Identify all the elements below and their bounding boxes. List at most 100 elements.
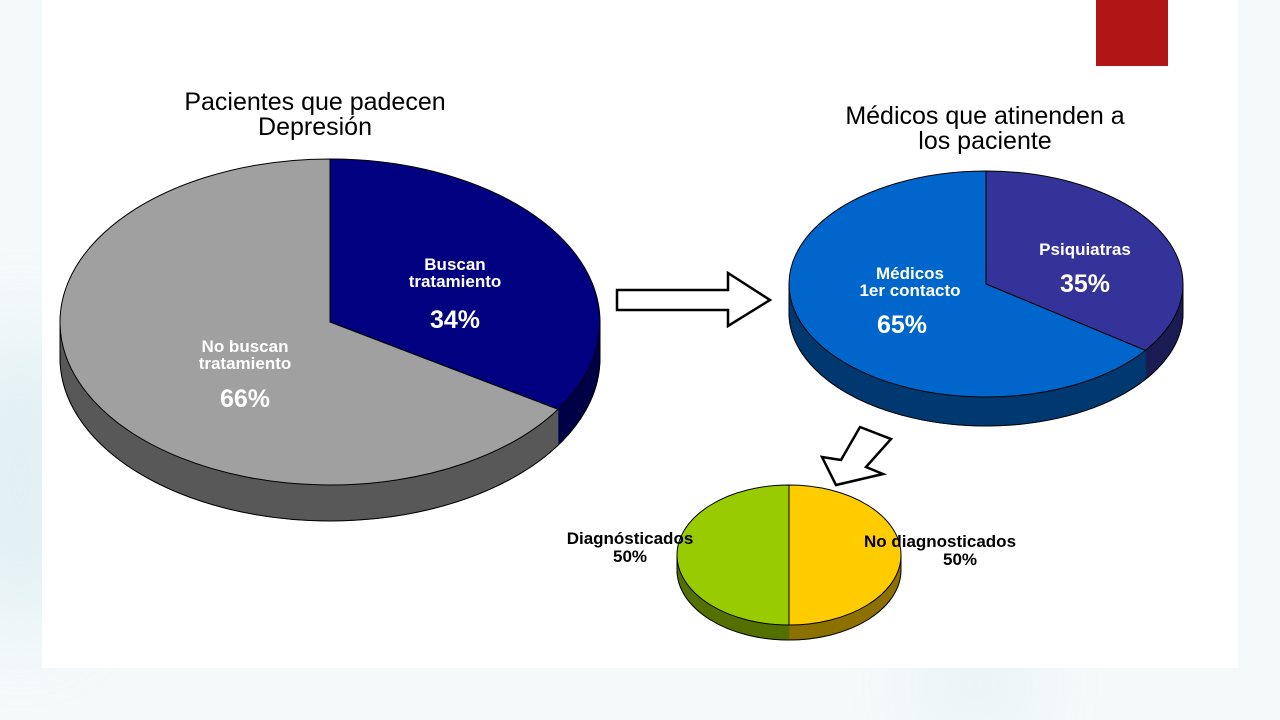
slice-side-medicos bbox=[893, 383, 904, 416]
slice-side-diagnosticados bbox=[700, 597, 705, 617]
flow-arrows bbox=[615, 270, 894, 487]
slice-side-medicos bbox=[990, 396, 1002, 427]
pie1-title: Pacientes que padecen Depresión bbox=[120, 90, 510, 140]
slice-side-medicos bbox=[820, 344, 827, 380]
slice-side-medicos bbox=[1094, 374, 1104, 408]
slice-side-buscan bbox=[557, 404, 563, 447]
slice-side-no-buscan bbox=[443, 465, 457, 507]
slice-side-diagnosticados bbox=[749, 620, 755, 638]
pie2-title-line2: los paciente bbox=[918, 127, 1052, 155]
slice-side-medicos bbox=[1030, 392, 1041, 424]
slice-side-no-diagnosticados bbox=[839, 615, 845, 633]
slice-side-no-buscan bbox=[376, 480, 392, 519]
slice-side-no-buscan bbox=[176, 455, 190, 498]
slice-side-medicos bbox=[1102, 370, 1112, 405]
slice-side-no-buscan bbox=[468, 456, 481, 499]
slice-side-medicos bbox=[876, 377, 886, 411]
slice-side-no-diagnosticados bbox=[801, 623, 807, 640]
slice-side-medicos bbox=[1085, 377, 1096, 411]
slice-side-medicos bbox=[911, 388, 922, 421]
slice-side-no-buscan bbox=[252, 477, 267, 517]
slice-side-medicos bbox=[940, 393, 952, 425]
slice-side-medicos bbox=[1000, 395, 1012, 427]
slice-value-no-buscan: 66% bbox=[219, 385, 271, 413]
slice-label-buscan-line2: tratamiento bbox=[408, 272, 502, 291]
slice-side-psiquiatras bbox=[1151, 341, 1155, 376]
slice-side-buscan bbox=[577, 380, 582, 424]
slice-side-no-buscan bbox=[165, 450, 178, 493]
slice-label-medicos-line2: 1er contacto bbox=[859, 281, 961, 300]
slice-side-diagnosticados bbox=[771, 623, 777, 640]
slice-side-medicos bbox=[980, 396, 992, 427]
slice-side-medicos bbox=[884, 380, 895, 414]
slice-side-diagnosticados bbox=[706, 601, 711, 621]
slice-side-no-buscan bbox=[279, 481, 295, 520]
slice-side-no-diagnosticados bbox=[864, 603, 869, 623]
slice-label-diagnosticados: Diagnósticados 50% bbox=[540, 530, 720, 565]
slice-side-no-buscan bbox=[265, 479, 281, 519]
slice-side-medicos bbox=[1125, 358, 1134, 394]
slice-side-no-diagnosticados bbox=[814, 621, 820, 639]
slice-side-no-buscan bbox=[522, 428, 534, 473]
slice-side-no-diagnosticados bbox=[788, 624, 794, 641]
slice-side-medicos bbox=[1010, 394, 1022, 426]
slice-side-medicos bbox=[860, 370, 869, 405]
pie-rim bbox=[59, 357, 601, 522]
pie-rim bbox=[676, 569, 902, 641]
pie1-title-line2: Depresión bbox=[258, 113, 372, 141]
pie1-title-line1: Pacientes que padecen bbox=[184, 88, 446, 116]
slice-side-no-diagnosticados bbox=[831, 618, 837, 636]
slice-buscan bbox=[329, 158, 601, 410]
slice-side-buscan bbox=[568, 393, 573, 436]
slice-side-medicos bbox=[1068, 383, 1078, 417]
slice-side-medicos bbox=[810, 334, 816, 371]
slice-side-buscan bbox=[571, 389, 576, 432]
slice-no-buscan bbox=[59, 158, 559, 486]
slice-side-no-buscan bbox=[532, 422, 543, 467]
slice-value-medicos: 65% bbox=[877, 311, 928, 339]
slice-side-no-buscan bbox=[491, 446, 504, 490]
slice-label-psiquiatras-text: Psiquiatras bbox=[1039, 240, 1131, 259]
slice-side-no-diagnosticados bbox=[792, 624, 799, 641]
slice-side-no-diagnosticados bbox=[847, 612, 852, 631]
slice-side-no-diagnosticados bbox=[797, 624, 803, 641]
slice-side-no-buscan bbox=[307, 484, 322, 522]
slice-side-diagnosticados bbox=[726, 612, 731, 631]
slice-side-medicos bbox=[838, 358, 847, 393]
slice-label-buscan: Buscan tratamiento 34% bbox=[360, 256, 550, 333]
slice-medicos bbox=[788, 170, 1147, 398]
slice-side-medicos bbox=[970, 396, 981, 427]
slice-side-no-buscan bbox=[124, 427, 136, 472]
slice-side-no-diagnosticados bbox=[854, 609, 859, 628]
slice-side-medicos bbox=[867, 374, 877, 408]
slice-label-no-diagnosticados-text: No diagnosticados bbox=[863, 532, 1017, 551]
slice-value-psiquiatras: 35% bbox=[1059, 270, 1111, 298]
slice-side-diagnosticados bbox=[762, 622, 768, 640]
slice-side-no-buscan bbox=[363, 482, 378, 521]
slice-value-buscan: 34% bbox=[429, 306, 481, 334]
slice-psiquiatras bbox=[985, 170, 1184, 351]
slice-side-diagnosticados bbox=[703, 599, 708, 619]
slice-side-no-diagnosticados bbox=[806, 623, 812, 640]
slice-side-no-diagnosticados bbox=[810, 622, 816, 640]
slice-label-buscan-line1: Buscan bbox=[424, 255, 486, 274]
slice-side-no-diagnosticados bbox=[843, 614, 848, 632]
slice-value-diagnosticados: 50% bbox=[612, 547, 648, 566]
slice-side-diagnosticados bbox=[775, 624, 781, 641]
slice-side-no-buscan bbox=[349, 483, 364, 521]
slice-label-medicos-line1: Médicos bbox=[875, 264, 945, 283]
slice-side-no-buscan bbox=[430, 469, 445, 510]
slice-side-diagnosticados bbox=[722, 611, 728, 629]
slice-side-medicos bbox=[1039, 390, 1051, 423]
slice-side-no-buscan bbox=[134, 433, 145, 478]
slice-side-diagnosticados bbox=[712, 605, 717, 624]
slice-side-psiquiatras bbox=[1153, 339, 1158, 373]
slice-side-medicos bbox=[1132, 354, 1140, 390]
slice-side-buscan bbox=[561, 400, 566, 443]
slice-side-no-buscan bbox=[115, 420, 126, 466]
slice-side-no-diagnosticados bbox=[835, 616, 841, 635]
slice-side-no-buscan bbox=[213, 468, 227, 510]
slice-side-medicos bbox=[1110, 366, 1119, 401]
slice-side-medicos bbox=[902, 385, 913, 419]
